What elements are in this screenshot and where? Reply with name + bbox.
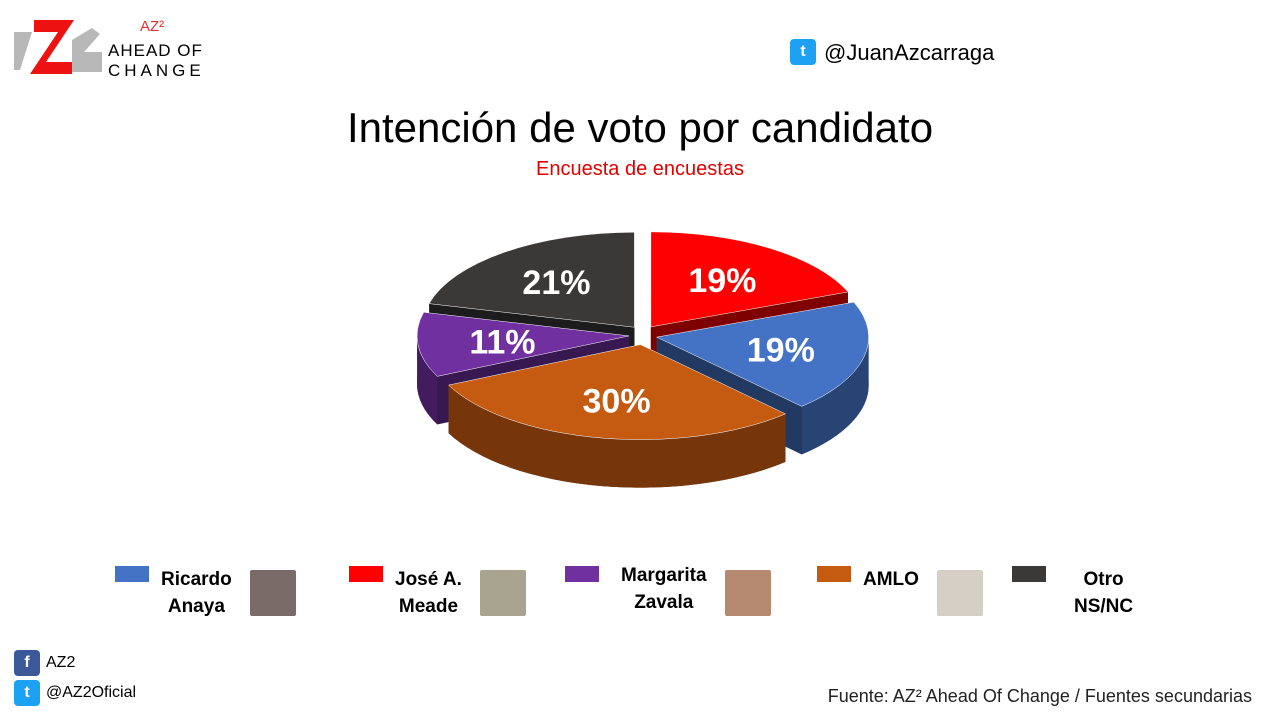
facebook-icon: f (14, 650, 40, 676)
twitter-icon: t (14, 680, 40, 706)
legend-label: Zavala (634, 592, 694, 613)
data-label: 11% (469, 323, 535, 361)
twitter-row: t @AZ2Oficial (14, 680, 136, 706)
legend-swatch (565, 566, 599, 582)
pie-slice-wall (801, 337, 869, 455)
candidate-photo (479, 570, 526, 616)
data-label: 30% (583, 383, 651, 421)
legend-label: Otro (1083, 569, 1124, 590)
facebook-row: f AZ2 (14, 650, 75, 676)
legend-label: Margarita (621, 565, 707, 586)
twitter-icon: t (790, 39, 816, 65)
pie-slice-wall (448, 385, 786, 488)
legend-label: AMLO (863, 569, 919, 590)
legend-label: NS/NC (1074, 596, 1134, 617)
legend-item-otro: Otro NS/NC (1012, 566, 1133, 620)
pie-slice-amlo (448, 344, 787, 440)
logo-line2: CHANGE (108, 61, 205, 80)
twitter-handle: @JuanAzcarraga (824, 40, 995, 65)
legend-swatch (1012, 566, 1046, 582)
candidate-photo (249, 570, 296, 616)
twitter-handle-footer: @AZ2Oficial (46, 684, 137, 701)
logo-line1: AHEAD OF (108, 41, 203, 60)
legend-label: José A. (395, 569, 462, 590)
legend-item-anaya: Ricardo Anaya (115, 566, 296, 620)
legend-label: Meade (398, 596, 459, 617)
pie-slice-ricardo-anaya (655, 301, 869, 407)
legend-label: Ricardo (161, 569, 232, 590)
logo: AZ² AHEAD OF CHANGE (12, 12, 212, 82)
pie-slice-jos-a-meade (650, 231, 849, 328)
facebook-handle: AZ2 (46, 654, 76, 671)
pie-slice-margarita-zavala (416, 312, 630, 377)
legend-swatch (115, 566, 149, 582)
legend-item-meade: José A. Meade (349, 566, 526, 620)
chart-subtitle: Encuesta de encuestas (536, 158, 744, 180)
legend-label: Anaya (167, 596, 225, 617)
chart-title: Intención de voto por candidato (346, 104, 934, 151)
candidate-photo (724, 570, 771, 616)
legend-item-amlo: AMLO (817, 566, 983, 616)
legend-swatch (817, 566, 851, 582)
candidate-photo (936, 570, 983, 616)
source-note: Fuente: AZ² Ahead Of Change / Fuentes se… (827, 686, 1252, 706)
data-label: 19% (747, 332, 815, 370)
az2-logo-mark (14, 20, 102, 74)
logo-sup: AZ² (140, 18, 165, 35)
legend-item-zavala: Margarita Zavala (565, 565, 771, 616)
data-label: 19% (688, 262, 756, 300)
pie-slice-otro-ns-nc (428, 232, 635, 328)
data-label: 21% (522, 264, 590, 302)
pie-slice-wall (417, 335, 438, 425)
legend-swatch (349, 566, 383, 582)
